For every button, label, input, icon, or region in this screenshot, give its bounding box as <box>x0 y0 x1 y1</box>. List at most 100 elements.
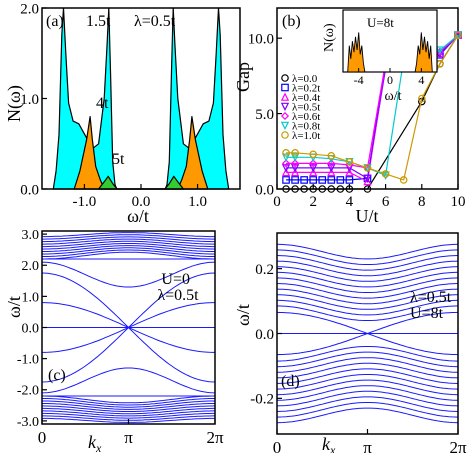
panel-b-x-tick-label: 2 <box>309 194 317 210</box>
panel-c-xlabel: kx <box>88 432 102 453</box>
panel-b: 0 2 4 6 8 10 0.0 5.0 10.0 (b) Gap U/t λ=0.0λ=0.2… <box>233 7 466 226</box>
bulk-band <box>42 245 215 252</box>
legend-marker <box>280 121 290 131</box>
legend-marker <box>280 111 290 121</box>
bulk-band <box>276 283 459 299</box>
bulk-band <box>42 240 215 248</box>
bulk-band <box>276 277 459 293</box>
gap-point <box>327 185 336 193</box>
gap-line-6 <box>286 34 459 181</box>
panel-c-y-tick-label: -3.0 <box>17 415 39 430</box>
panel-d-x-tick-label: 0 <box>273 438 282 453</box>
gap-point <box>327 176 336 184</box>
bulk-band <box>276 351 459 368</box>
gap-point <box>345 158 354 166</box>
panel-c-x-tick-label: π <box>124 428 133 447</box>
panel-b-x-tick-label: 0 <box>273 194 281 210</box>
bulk-band <box>276 271 459 288</box>
inset-tick-label: 0 <box>387 73 393 87</box>
gap-point <box>309 176 318 184</box>
bulk-band <box>276 396 459 412</box>
panel-d-y-tick-label: 0.2 <box>255 262 274 278</box>
legend-marker <box>281 83 289 92</box>
bulk-band <box>42 395 215 404</box>
gap-point <box>282 149 290 157</box>
gap-point <box>318 176 327 184</box>
gap-point <box>435 46 445 55</box>
legend-label: λ=0.8t <box>292 121 320 133</box>
legend-marker <box>281 74 289 82</box>
panel-b-x-tick-label: 10 <box>451 194 466 210</box>
panel-b-ylabel: Gap <box>233 62 253 92</box>
panel-c: 0 π 2π 3.0 2.0 1.0 0.0 -1.0 -2.0 -3.0 (c) U=0 λ=0… <box>4 228 224 453</box>
panel-c-y-tick-label: -2.0 <box>17 384 39 399</box>
legend-marker <box>280 92 290 101</box>
panel-c-y-tick-label: 2.0 <box>22 259 40 274</box>
dos-area-4t <box>73 115 209 190</box>
panel-d-x-tick-label: π <box>363 438 372 453</box>
gap-point <box>290 164 300 173</box>
annotation-4t: 4t <box>96 95 109 112</box>
panel-b-xlabel: U/t <box>355 206 378 226</box>
panel-a-x-tick-label: 0.0 <box>132 194 151 210</box>
bulk-band <box>276 249 459 265</box>
bulk-band <box>42 403 215 410</box>
annotation-5t: 5t <box>112 151 125 168</box>
panel-c-label-lambda: λ=0.5t <box>157 287 199 304</box>
gap-point <box>282 159 291 168</box>
gap-point <box>309 150 318 159</box>
gap-point <box>327 164 336 173</box>
panel-c-ylabel: ω/t <box>4 296 24 318</box>
gap-point <box>454 31 462 39</box>
inset-ylabel: N(ω) <box>322 23 337 52</box>
gap-point <box>363 174 372 183</box>
panel-c-y-tick-label: 3.0 <box>22 228 40 243</box>
gap-point <box>290 153 300 162</box>
bulk-band <box>276 294 459 310</box>
bulk-band <box>42 412 215 419</box>
panel-b-x-tick-label: 6 <box>382 194 390 210</box>
panel-b-x-tick-label: 4 <box>346 194 354 210</box>
gap-point <box>327 159 336 168</box>
gap-point <box>417 94 426 103</box>
gap-point <box>336 185 345 193</box>
panel-a-x-tick-label: -1.0 <box>73 194 97 210</box>
inset-label: U=8t <box>367 15 394 30</box>
gap-point <box>318 185 327 193</box>
bulk-band <box>276 368 459 384</box>
panel-b-tag: (b) <box>282 13 301 30</box>
gap-point <box>381 171 390 180</box>
panel-a-y-tick-label: 2.0 <box>20 1 39 17</box>
bulk-band <box>42 238 215 245</box>
bulk-band <box>276 357 459 373</box>
bulk-band <box>276 299 459 316</box>
panel-d-y-tick-label: 0.0 <box>255 327 274 343</box>
panel-c-x-tick-label: 0 <box>38 428 47 447</box>
bulk-band <box>276 305 459 321</box>
gap-point <box>291 176 299 184</box>
gap-line-0 <box>286 34 459 190</box>
gap-point <box>300 185 308 193</box>
gap-point <box>291 185 299 193</box>
gap-point <box>300 176 308 184</box>
gap-point <box>282 185 290 193</box>
panel-b-x-tick-label: 8 <box>418 194 426 210</box>
inset-xlabel: ω/t <box>385 89 402 104</box>
gap-point <box>282 176 290 184</box>
bulk-band <box>276 346 459 362</box>
panel-d-label-u: U=8t <box>410 305 444 322</box>
panel-b-y-tick-label: 10.0 <box>248 31 274 47</box>
gap-point <box>309 167 318 177</box>
bulk-band <box>276 288 459 305</box>
bulk-band <box>276 407 459 424</box>
legend-label: λ=0.4t <box>292 92 320 104</box>
panel-d: 0 π 2π 0.2 0.0 -0.2 (d) λ=0.5t U=8t ω/t kx <box>233 232 467 453</box>
panel-a-tag: (a) <box>46 13 64 30</box>
bulk-band <box>42 398 215 406</box>
inset-tick-label: 4 <box>418 73 424 87</box>
panel-c-x-tick-label: 2π <box>206 428 224 447</box>
bulk-band <box>276 266 459 282</box>
gap-point <box>345 176 354 184</box>
gap-point <box>381 170 390 178</box>
